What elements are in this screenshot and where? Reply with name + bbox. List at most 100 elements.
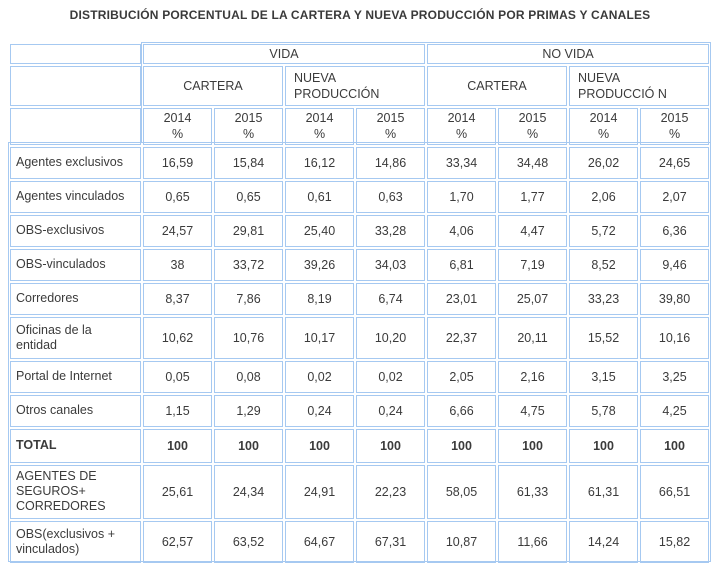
subheader-cartera-no-vida: CARTERA <box>427 66 567 106</box>
value-cell: 0,02 <box>356 360 425 393</box>
value-cell: 0,24 <box>356 394 425 427</box>
value-cell: 4,25 <box>640 394 710 427</box>
table-row: OBS(exclusivos + vinculados) 62,57 63,52 64… <box>10 520 710 563</box>
value-cell: 0,65 <box>143 180 212 213</box>
value-cell: 22,37 <box>427 316 496 359</box>
value-cell: 66,51 <box>640 464 710 519</box>
value-cell: 1,77 <box>498 180 567 213</box>
value-cell: 22,23 <box>356 464 425 519</box>
row-label: Otros canales <box>10 394 141 427</box>
table-row: TOTAL 100 100 100 100 100 100 100 100 <box>10 428 710 463</box>
value-cell: 10,76 <box>214 316 283 359</box>
value-cell: 100 <box>356 428 425 463</box>
value-cell: 33,72 <box>214 248 283 281</box>
value-cell: 34,48 <box>498 146 567 179</box>
year-header-row: 2014% 2015% 2014% 2015% 2014% 2015% 2014… <box>10 108 710 145</box>
value-cell: 0,05 <box>143 360 212 393</box>
row-label: Oficinas de la entidad <box>10 316 141 359</box>
row-label: Agentes vinculados <box>10 180 141 213</box>
year-header: 2014% <box>285 108 354 145</box>
value-cell: 25,61 <box>143 464 212 519</box>
table-row: Agentes exclusivos 16,59 15,84 16,12 14,86 33… <box>10 146 710 179</box>
subheader-nueva-produccion-no-vida: NUEVA PRODUCCIÓ N <box>569 66 710 106</box>
value-cell: 4,75 <box>498 394 567 427</box>
value-cell: 2,06 <box>569 180 638 213</box>
value-cell: 100 <box>214 428 283 463</box>
value-cell: 10,17 <box>285 316 354 359</box>
table-row: Oficinas de la entidad 10,62 10,76 10,17 10,… <box>10 316 710 359</box>
value-cell: 8,19 <box>285 282 354 315</box>
year-header: 2015% <box>640 108 710 145</box>
value-cell: 6,66 <box>427 394 496 427</box>
year-header: 2014% <box>143 108 212 145</box>
value-cell: 11,66 <box>498 520 567 563</box>
value-cell: 10,87 <box>427 520 496 563</box>
value-cell: 10,20 <box>356 316 425 359</box>
value-cell: 8,52 <box>569 248 638 281</box>
value-cell: 64,67 <box>285 520 354 563</box>
value-cell: 100 <box>143 428 212 463</box>
empty-header-cell <box>10 44 141 64</box>
table-row: OBS-vinculados 38 33,72 39,26 34,03 6,81 7,19 8… <box>10 248 710 281</box>
year-header: 2014% <box>427 108 496 145</box>
group-header-vida: VIDA <box>143 44 425 64</box>
value-cell: 6,36 <box>640 214 710 247</box>
page-title: DISTRIBUCIÓN PORCENTUAL DE LA CARTERA Y … <box>69 8 651 22</box>
value-cell: 2,07 <box>640 180 710 213</box>
value-cell: 8,37 <box>143 282 212 315</box>
value-cell: 39,80 <box>640 282 710 315</box>
value-cell: 6,81 <box>427 248 496 281</box>
empty-header-cell <box>10 66 141 106</box>
value-cell: 100 <box>285 428 354 463</box>
value-cell: 20,11 <box>498 316 567 359</box>
value-cell: 23,01 <box>427 282 496 315</box>
year-header: 2014% <box>569 108 638 145</box>
year-header: 2015% <box>214 108 283 145</box>
value-cell: 58,05 <box>427 464 496 519</box>
value-cell: 4,06 <box>427 214 496 247</box>
value-cell: 38 <box>143 248 212 281</box>
value-cell: 63,52 <box>214 520 283 563</box>
value-cell: 33,34 <box>427 146 496 179</box>
value-cell: 25,40 <box>285 214 354 247</box>
group-header-row: VIDA NO VIDA <box>10 44 710 64</box>
year-header: 2015% <box>356 108 425 145</box>
value-cell: 100 <box>640 428 710 463</box>
table-row: Corredores 8,37 7,86 8,19 6,74 23,01 25,07 33,2… <box>10 282 710 315</box>
row-label: AGENTES DE SEGUROS+ CORREDORES <box>10 464 141 519</box>
group-header-no-vida: NO VIDA <box>427 44 710 64</box>
row-label: Corredores <box>10 282 141 315</box>
empty-header-cell <box>10 108 141 145</box>
value-cell: 0,63 <box>356 180 425 213</box>
value-cell: 5,72 <box>569 214 638 247</box>
value-cell: 0,61 <box>285 180 354 213</box>
value-cell: 16,12 <box>285 146 354 179</box>
subheader-nueva-produccion-vida: NUEVA PRODUCCIÓN <box>285 66 425 106</box>
value-cell: 100 <box>498 428 567 463</box>
value-cell: 33,28 <box>356 214 425 247</box>
value-cell: 24,65 <box>640 146 710 179</box>
value-cell: 24,57 <box>143 214 212 247</box>
value-cell: 0,65 <box>214 180 283 213</box>
value-cell: 3,25 <box>640 360 710 393</box>
value-cell: 0,02 <box>285 360 354 393</box>
value-cell: 7,86 <box>214 282 283 315</box>
row-label: OBS-vinculados <box>10 248 141 281</box>
value-cell: 25,07 <box>498 282 567 315</box>
row-label: TOTAL <box>10 428 141 463</box>
value-cell: 62,57 <box>143 520 212 563</box>
value-cell: 61,33 <box>498 464 567 519</box>
subgroup-header-row: CARTERA NUEVA PRODUCCIÓN CARTERA NUEVA P… <box>10 66 710 106</box>
value-cell: 14,86 <box>356 146 425 179</box>
table-row: Portal de Internet 0,05 0,08 0,02 0,02 2,05 2,… <box>10 360 710 393</box>
year-header: 2015% <box>498 108 567 145</box>
value-cell: 39,26 <box>285 248 354 281</box>
value-cell: 34,03 <box>356 248 425 281</box>
value-cell: 2,16 <box>498 360 567 393</box>
value-cell: 61,31 <box>569 464 638 519</box>
table-row: Otros canales 1,15 1,29 0,24 0,24 6,66 4,75 5,7… <box>10 394 710 427</box>
row-label: OBS(exclusivos + vinculados) <box>10 520 141 563</box>
value-cell: 100 <box>427 428 496 463</box>
distribution-table: VIDA NO VIDA CARTERA NUEVA PRODUCCIÓN CA… <box>8 42 711 563</box>
value-cell: 2,05 <box>427 360 496 393</box>
